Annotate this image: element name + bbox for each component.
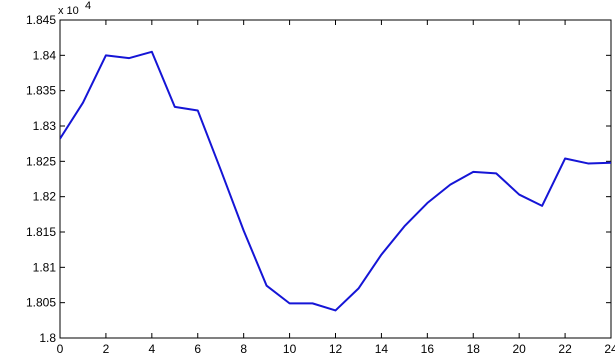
y-tick-label: 1.845: [26, 13, 56, 27]
y-tick-label: 1.8: [39, 331, 56, 345]
x-tick-label: 18: [467, 342, 481, 356]
x-tick-label: 2: [103, 342, 110, 356]
y-tick-label: 1.82: [33, 190, 57, 204]
x-tick-label: 12: [329, 342, 343, 356]
y-tick-label: 1.815: [26, 225, 56, 239]
y-tick-label: 1.83: [33, 119, 57, 133]
y-tick-label: 1.81: [33, 260, 57, 274]
x-tick-label: 0: [57, 342, 64, 356]
x-tick-label: 22: [558, 342, 572, 356]
x-tick-label: 8: [240, 342, 247, 356]
y-tick-label: 1.84: [33, 48, 57, 62]
x-tick-label: 16: [421, 342, 435, 356]
x-tick-label: 10: [283, 342, 297, 356]
y-axis-multiplier-exponent: 4: [85, 0, 91, 12]
y-axis-multiplier: x 10: [58, 5, 79, 17]
x-tick-label: 14: [375, 342, 389, 356]
y-tick-label: 1.805: [26, 296, 56, 310]
x-tick-label: 24: [604, 342, 615, 356]
plot-layer: 0 2 4 6 8 10 12 14 16 18 20 22 241.81.8051.811.8151.…: [26, 0, 615, 356]
x-tick-label: 6: [194, 342, 201, 356]
x-tick-label: 4: [148, 342, 155, 356]
y-tick-label: 1.835: [26, 84, 56, 98]
y-tick-label: 1.825: [26, 154, 56, 168]
x-tick-label: 20: [512, 342, 526, 356]
